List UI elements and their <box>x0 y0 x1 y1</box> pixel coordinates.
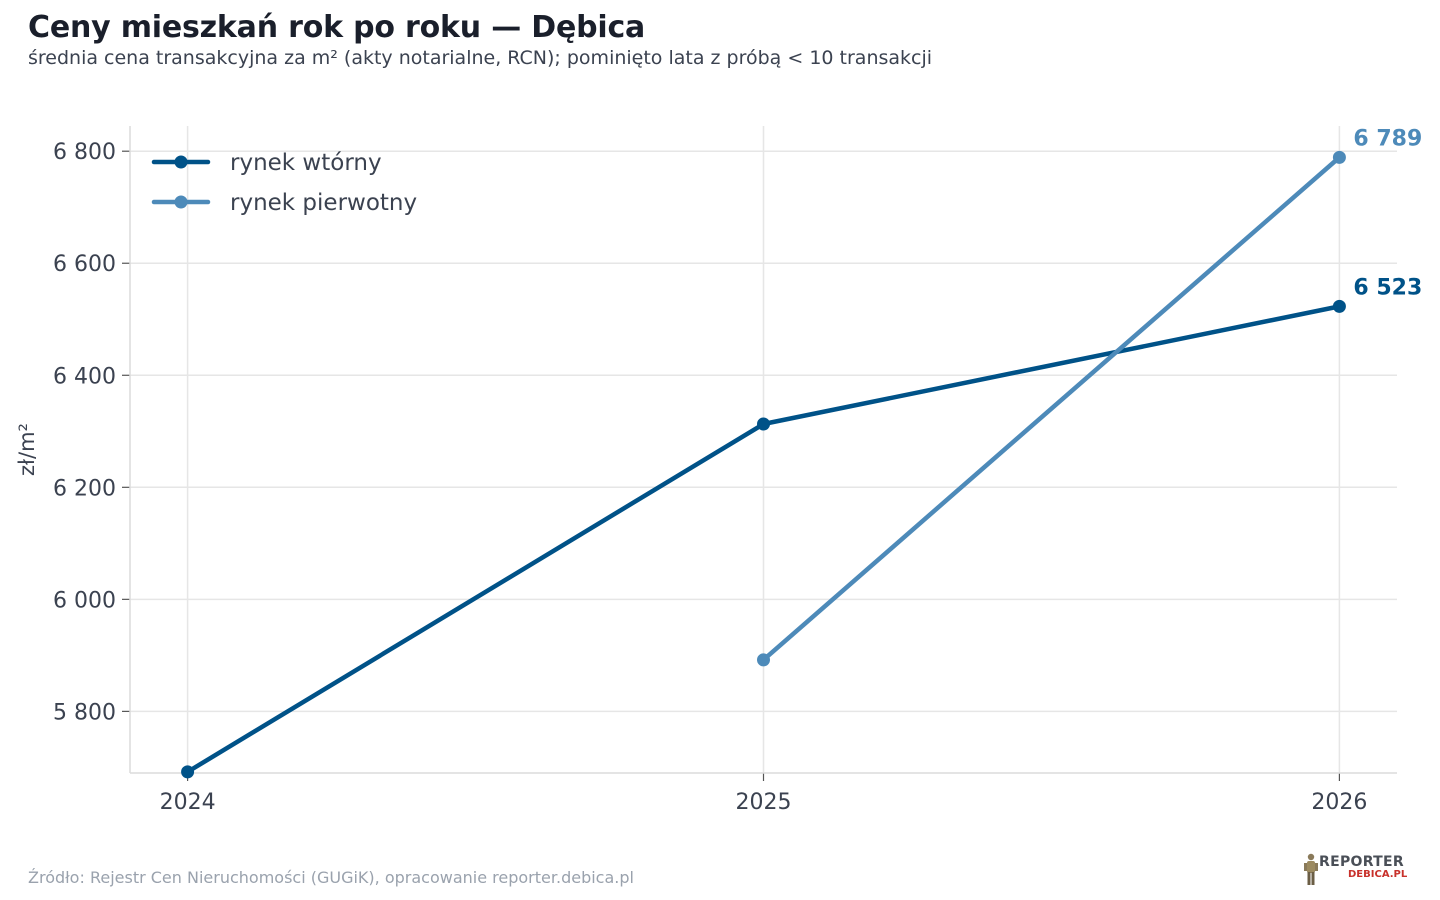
data-labels: 6 523 6 789 <box>1353 126 1422 300</box>
series <box>181 150 1346 779</box>
end-value-label: 6 523 <box>1353 275 1422 300</box>
data-point <box>757 653 770 667</box>
logo-text-debica: DEBICA.PL <box>1348 869 1408 880</box>
y-tick-label: 5 800 <box>53 700 116 725</box>
chart-subtitle: średnia cena transakcyjna za m² (akty no… <box>28 47 933 69</box>
x-tick-label: 2025 <box>736 790 792 815</box>
grid-lines <box>130 126 1397 773</box>
end-value-label: 6 789 <box>1353 126 1422 151</box>
data-point <box>1332 299 1346 313</box>
y-tick-label: 6 800 <box>53 140 116 165</box>
y-tick-label: 6 600 <box>53 252 116 277</box>
data-point <box>757 417 770 431</box>
data-point <box>1332 150 1346 164</box>
source-note: Źródło: Rejestr Cen Nieruchomości (GUGiK… <box>28 868 634 887</box>
reporter-debica-logo[interactable]: REPORTER DEBICA.PL <box>1300 852 1410 890</box>
y-tick-label: 6 000 <box>53 588 116 613</box>
data-point <box>181 765 195 779</box>
x-tick-label: 2026 <box>1311 790 1367 815</box>
legend: rynek wtórny rynek pierwotny <box>151 150 417 216</box>
axes: 5 800 6 000 6 200 6 400 6 600 6 800 2024 2025 20… <box>15 126 1397 815</box>
y-tick-label: 6 400 <box>53 364 116 389</box>
logo-text-reporter: REPORTER <box>1319 854 1404 870</box>
legend-label: rynek pierwotny <box>230 190 417 216</box>
series-line-rynek-pierwotny <box>761 155 1342 663</box>
legend-marker <box>174 195 188 209</box>
chart-title: Ceny mieszkań rok po roku — Dębica <box>28 10 646 45</box>
x-tick-label: 2024 <box>160 790 216 815</box>
reporter-figure-icon <box>1304 853 1318 885</box>
y-axis-label: zł/m² <box>15 423 39 476</box>
legend-label: rynek wtórny <box>230 150 382 176</box>
legend-marker <box>174 155 188 169</box>
y-tick-label: 6 200 <box>53 476 116 501</box>
